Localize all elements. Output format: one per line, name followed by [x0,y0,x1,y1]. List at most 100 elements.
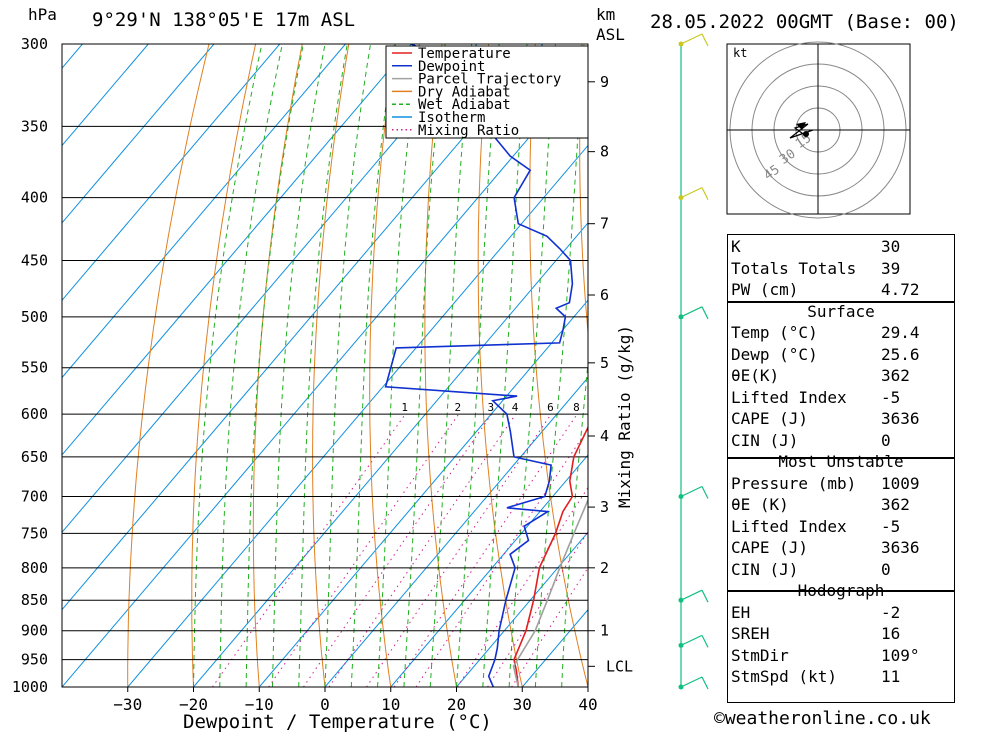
hodograph-unit: kt [733,46,747,60]
copyright-link[interactable]: ©weatheronline.co.uk [714,708,931,729]
mixing-ratio-line [268,413,460,687]
stmdir-value: 109° [881,645,920,665]
mu-pres-value: 1009 [881,473,920,493]
wind-barb-feather [701,486,709,499]
wet-adiabat-line [456,44,500,687]
x-axis-label: Dewpoint / Temperature (°C) [183,711,492,733]
k-label: K [731,237,741,257]
wet-adiabat-line [193,44,263,687]
wind-barb-shaft [680,306,703,318]
mixing-ratio-label: 20 [661,401,674,414]
mixing-ratio-label: 15 [633,401,646,414]
pressure-tick-label: 500 [21,308,48,326]
hodograph-ring-label: 30 [777,147,798,168]
wet-adiabat-line [561,357,588,687]
mixing-ratio-label: 4 [512,401,519,414]
indices-box-4 [727,591,955,703]
pw-value: 4.72 [881,280,920,300]
km-tick-label: 8 [600,143,609,161]
sreh-label: SREH [731,624,770,644]
pressure-tick-label: 950 [21,651,48,669]
mixing-ratio-label: 3 [487,401,494,414]
pressure-tick-label: 650 [21,448,48,466]
sfc-thetae-label: θE(K) [731,366,780,386]
sfc-dewp-label: Dewp (°C) [731,344,818,364]
surface-header: Surface [807,301,875,321]
isotherm-line [127,144,588,687]
isotherm-line [193,222,588,687]
wind-barb [678,485,709,500]
hodograph-trace [789,123,814,139]
wind-barb [678,589,709,603]
asl-label: ASL [596,25,625,44]
wind-barb-shaft [680,634,703,646]
mu-li-value: -5 [881,516,901,536]
wind-barb [678,187,709,201]
km-tick-label: 1 [600,622,609,640]
wet-adiabat-line [324,44,371,687]
index-row-tt: Totals Totals 39 [727,258,955,280]
sfc-cin-value: 0 [881,430,891,450]
mixing-ratio-line [211,413,406,687]
sfc-cape-label: CAPE (J) [731,409,809,429]
pressure-tick-label: 800 [21,559,48,577]
mixing-ratio-label: 1 [401,401,408,414]
wet-adiabat-line [534,44,585,687]
wet-adiabat-line [350,44,395,687]
mixing-ratio-label: 25 [684,401,697,414]
wind-barb [678,306,709,320]
isotherm-line [62,44,346,379]
mu-li-label: Lifted Index [731,516,847,536]
sfc-li-value: -5 [881,387,901,407]
wet-adiabat-line [298,44,348,687]
mu-cin-label: CIN (J) [731,559,799,579]
km-tick-label: 2 [600,559,609,577]
wind-barb-feather [701,635,709,648]
indices-box-3 [727,458,955,591]
dry-adiabat-line [477,44,523,687]
index-row-k: K 30 [727,236,955,258]
pressure-tick-label: 900 [21,622,48,640]
temperature-tick-label: 20 [447,695,466,714]
wet-adiabat-line [245,44,304,687]
wind-barb [678,33,709,47]
pressure-tick-label: 400 [21,189,48,207]
tt-label: Totals Totals [731,258,857,278]
location-title: 9°29'N 138°05'E 17m ASL [92,9,355,31]
legend-label: Wet Adiabat [418,97,511,113]
indices-box-2 [727,302,955,458]
hodograph-arrow [796,122,806,130]
km-tick-label: 5 [600,354,609,372]
dry-adiabat-line [252,44,303,687]
mixing-ratio-label: 10 [594,401,607,414]
sfc-cin-label: CIN (J) [731,430,799,450]
legend-label: Temperature [418,46,511,62]
sfc-dewp-value: 25.6 [881,344,920,364]
wet-adiabat-line [271,44,326,687]
km-tick-label: 7 [600,215,609,233]
mixing-ratio-label: 8 [573,401,580,414]
temperature-tick-label: 30 [513,695,532,714]
tt-value: 39 [881,258,901,278]
stmspd-label: StmSpd (kt) [731,667,837,687]
legend-label: Dewpoint [418,59,485,75]
sfc-cape-value: 3636 [881,409,920,429]
datetime: 28.05.2022 00GMT (Base: 00) [650,11,959,33]
km-label: km [596,5,615,24]
isotherm-line [390,454,588,687]
isotherm-line [62,67,588,687]
wind-barb-shaft [680,589,703,601]
wind-barbs [678,33,709,690]
wet-adiabat-line [508,44,556,687]
wind-barb-feather [701,589,709,603]
dewpoint-series [384,44,574,687]
km-tick-label: LCL [606,657,633,675]
mu-cin-value: 0 [881,559,891,579]
wet-adiabat-line [403,44,446,687]
wind-barb-feather [701,306,709,320]
mixing-ratio-line [393,413,578,687]
km-tick-label: 4 [600,427,609,445]
mixing-ratio-axis-label: Mixing Ratio (g/kg) [615,325,634,508]
